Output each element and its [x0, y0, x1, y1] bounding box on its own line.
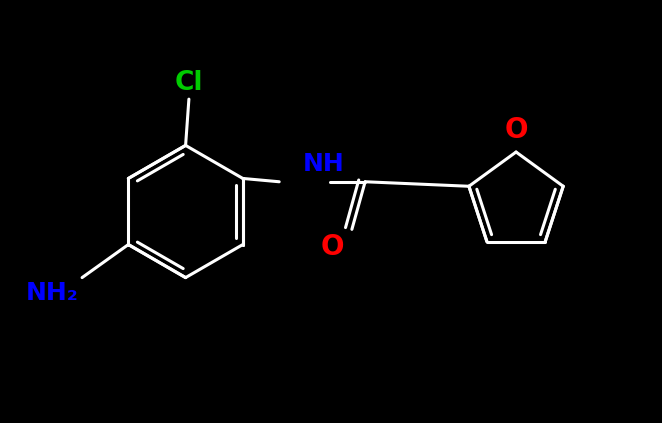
Text: O: O [504, 116, 528, 144]
Text: NH₂: NH₂ [26, 281, 79, 305]
Text: NH: NH [303, 152, 344, 176]
Text: Cl: Cl [175, 70, 203, 96]
Text: O: O [320, 233, 344, 261]
